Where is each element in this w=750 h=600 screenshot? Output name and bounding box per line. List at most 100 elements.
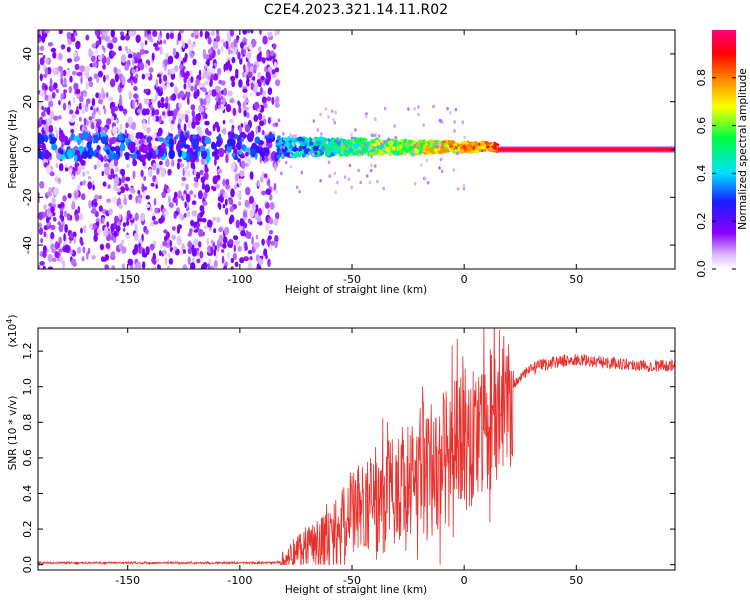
heatmap-cell (51, 257, 57, 262)
heatmap-cell (103, 257, 107, 262)
heatmap-cell (142, 261, 146, 269)
heatmap-cell (160, 142, 166, 149)
heatmap-cell (177, 117, 183, 125)
heatmap-cell (109, 161, 115, 171)
heatmap-cell (370, 163, 373, 167)
heatmap-cell (249, 171, 254, 180)
heatmap-cell (66, 31, 72, 40)
y-tick-label: 1.0 (21, 378, 34, 396)
heatmap-cell (271, 69, 276, 75)
heatmap-cell (127, 258, 133, 266)
heatmap-cell (67, 104, 71, 111)
heatmap-cell (172, 226, 176, 231)
heatmap-cell (38, 150, 43, 160)
heatmap-cell (141, 73, 146, 80)
heatmap-cell (241, 48, 244, 56)
heatmap-cell (276, 142, 281, 146)
heatmap-cell (475, 145, 479, 150)
heatmap-cell (284, 138, 289, 143)
heatmap-cell (387, 140, 392, 145)
heatmap-cell (268, 243, 273, 252)
heatmap-cell (81, 152, 86, 159)
heatmap-cell (237, 51, 241, 60)
heatmap-cell (333, 120, 337, 125)
heatmap-cell (114, 73, 119, 83)
heatmap-cell (48, 100, 54, 108)
heatmap-cell (359, 137, 364, 143)
heatmap-cell (136, 263, 142, 269)
heatmap-cell (328, 174, 332, 178)
y-tick-label: 20 (21, 95, 34, 109)
heatmap-cell (127, 142, 135, 151)
heatmap-cell (64, 244, 70, 253)
heatmap-cell (79, 181, 84, 186)
heatmap-cell (45, 165, 52, 174)
heatmap-cell (227, 59, 231, 68)
heatmap-cell (168, 258, 174, 265)
heatmap-cell (38, 222, 42, 228)
heatmap-cell (88, 200, 92, 209)
heatmap-cell (192, 134, 197, 140)
heatmap-cell (274, 241, 278, 249)
heatmap-cell (374, 117, 377, 122)
heatmap-cell (370, 140, 375, 144)
heatmap-cell (479, 140, 486, 147)
heatmap-cell (358, 146, 361, 150)
heatmap-cell (109, 146, 116, 152)
heatmap-cell (44, 94, 49, 101)
heatmap-cell (38, 227, 44, 236)
heatmap-cell (116, 188, 121, 193)
heatmap-cell (212, 217, 217, 221)
heatmap-cell (154, 94, 158, 102)
heatmap-cell (97, 109, 102, 117)
heatmap-cell (214, 158, 217, 166)
heatmap-cell (162, 240, 168, 247)
heatmap-cell (222, 178, 226, 187)
heatmap-cell (215, 183, 221, 189)
heatmap-cell (291, 134, 295, 139)
heatmap-cell (62, 102, 67, 111)
heatmap-cell (100, 155, 104, 163)
heatmap-cell (289, 133, 292, 137)
heatmap-cell (90, 106, 94, 111)
x-tick-label: -50 (343, 273, 361, 286)
heatmap-cell (110, 115, 115, 121)
heatmap-cell (118, 243, 124, 251)
heatmap-cell (114, 215, 119, 224)
heatmap-cell (212, 40, 219, 50)
heatmap-cell (263, 102, 268, 109)
heatmap-cell (151, 52, 155, 61)
heatmap-cell (98, 205, 103, 212)
heatmap-cell (98, 195, 102, 200)
heatmap-cell (201, 87, 207, 93)
heatmap-cell (248, 195, 254, 204)
heatmap-cell (193, 30, 199, 36)
heatmap-cell (238, 79, 243, 88)
heatmap-cell (204, 120, 210, 126)
heatmap-cell (71, 202, 76, 210)
heatmap-cell (301, 141, 308, 146)
heatmap-cell (124, 65, 129, 71)
heatmap-cell (319, 178, 322, 183)
heatmap-cell (267, 258, 271, 268)
heatmap-cell (193, 176, 198, 182)
heatmap-cell (133, 86, 138, 91)
heatmap-cell (257, 46, 262, 53)
y-tick-label: 0.8 (21, 414, 34, 432)
heatmap-cell (269, 193, 273, 201)
heatmap-cell (73, 135, 80, 141)
heatmap-cell (48, 125, 54, 133)
heatmap-cell (200, 176, 206, 184)
heatmap-cell (256, 79, 261, 84)
heatmap-cell (70, 37, 76, 42)
heatmap-cell (210, 73, 214, 81)
heatmap-cell (57, 242, 60, 249)
heatmap-cell (41, 111, 46, 118)
heatmap-cell (74, 31, 78, 37)
heatmap-cell (245, 229, 249, 239)
heatmap-cell (128, 30, 133, 37)
heatmap-cell (258, 259, 264, 266)
heatmap-cell (136, 52, 142, 60)
heatmap-cell (170, 122, 174, 132)
heatmap-cell (60, 256, 64, 265)
